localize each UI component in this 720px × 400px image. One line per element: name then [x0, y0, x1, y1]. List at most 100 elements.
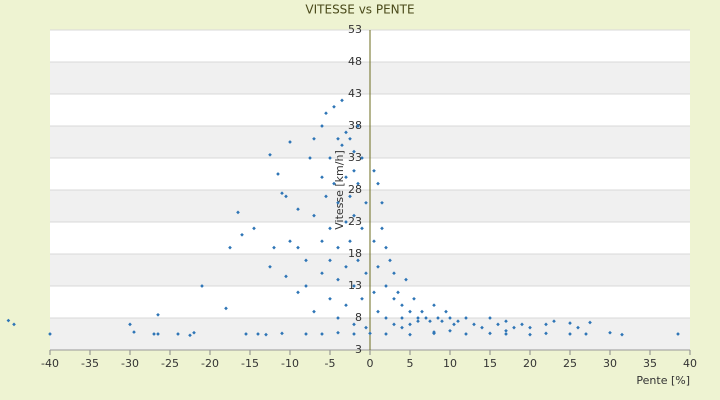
x-tick-label: -10: [281, 357, 299, 370]
point: [356, 258, 360, 263]
point: [480, 325, 484, 330]
chart-title: VITESSE vs PENTE: [305, 3, 414, 17]
x-tick-label: -40: [41, 357, 59, 370]
point: [176, 332, 180, 336]
point: [328, 258, 332, 263]
point: [280, 191, 284, 196]
point: [544, 331, 548, 336]
point: [224, 306, 228, 311]
point: [392, 296, 396, 301]
point: [284, 274, 288, 279]
y-tick-label: 38: [348, 119, 362, 132]
x-tick-label: 20: [523, 357, 537, 370]
point: [576, 325, 580, 330]
point: [400, 303, 404, 308]
point: [352, 332, 356, 336]
point: [420, 309, 424, 314]
point: [472, 322, 476, 327]
point: [344, 220, 348, 224]
point: [236, 210, 240, 215]
point: [456, 319, 460, 324]
point: [332, 181, 336, 186]
point: [348, 239, 352, 244]
point: [332, 104, 336, 109]
point: [328, 296, 332, 301]
point: [348, 194, 352, 199]
point: [308, 156, 312, 160]
point: [296, 207, 300, 212]
point: [528, 332, 532, 337]
point: [424, 316, 428, 320]
point: [344, 303, 348, 308]
point: [276, 172, 280, 176]
point: [432, 303, 436, 308]
y-tick-label: 53: [348, 23, 362, 36]
point: [504, 328, 508, 333]
point: [584, 332, 588, 336]
x-tick-label: 15: [483, 357, 497, 370]
point: [280, 331, 284, 336]
point: [352, 149, 356, 154]
point: [352, 168, 356, 173]
point: [156, 332, 160, 336]
point: [192, 330, 196, 335]
point: [464, 332, 468, 336]
point: [240, 232, 244, 237]
point: [312, 136, 316, 141]
point: [568, 332, 572, 336]
point: [528, 325, 532, 330]
point: [384, 316, 388, 320]
point: [396, 290, 400, 295]
point: [320, 124, 324, 128]
point: [304, 258, 308, 263]
point: [376, 309, 380, 314]
point: [340, 143, 344, 148]
point: [400, 325, 404, 330]
point: [496, 322, 500, 327]
point: [620, 332, 624, 337]
point: [320, 332, 324, 336]
point: [336, 330, 340, 335]
point: [364, 325, 368, 330]
y-tick-label: 43: [348, 87, 362, 100]
y-tick-label: 18: [348, 247, 362, 260]
point: [544, 322, 548, 327]
point: [132, 330, 136, 334]
point: [340, 98, 344, 103]
point: [416, 316, 420, 320]
point: [368, 331, 372, 336]
point: [336, 200, 340, 205]
point: [360, 156, 364, 160]
x-tick-label: -5: [325, 357, 336, 370]
x-tick-label: 5: [407, 357, 414, 370]
point: [408, 309, 412, 314]
point: [252, 226, 256, 231]
point: [360, 226, 364, 231]
point: [504, 319, 508, 324]
point: [384, 332, 388, 336]
point: [348, 136, 352, 141]
x-tick-label: 25: [563, 357, 577, 370]
point: [328, 226, 332, 231]
point: [440, 319, 444, 324]
point: [272, 245, 276, 250]
y-tick-label: 3: [355, 343, 362, 356]
x-tick-label: -30: [121, 357, 139, 370]
point: [432, 330, 436, 334]
point: [336, 136, 340, 141]
point: [372, 168, 376, 173]
point: [380, 200, 384, 205]
point: [464, 316, 468, 320]
point: [504, 332, 508, 336]
x-tick-label: -20: [201, 357, 219, 370]
point: [408, 332, 412, 337]
point: [360, 296, 364, 301]
point: [268, 264, 272, 269]
x-tick-label: -15: [241, 357, 259, 370]
point: [356, 181, 360, 186]
point: [12, 322, 16, 327]
point: [384, 245, 388, 250]
point: [336, 277, 340, 282]
